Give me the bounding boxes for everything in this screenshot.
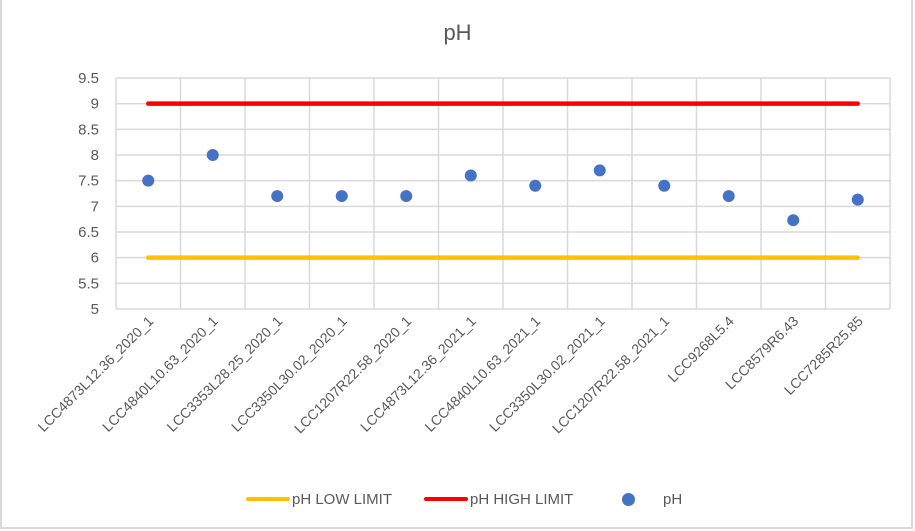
ph-data-point bbox=[142, 174, 155, 187]
legend-item-low-limit: pH LOW LIMIT bbox=[246, 488, 392, 510]
x-tick-label: LCC1207R22.58_2021_1 bbox=[549, 313, 673, 437]
ph-data-point bbox=[722, 190, 735, 203]
legend-line-icon bbox=[424, 497, 468, 501]
ph-data-point bbox=[271, 190, 284, 203]
x-tick-label: LCC3350L30.02_2021_1 bbox=[486, 313, 608, 435]
x-tick-label: LCC4840L10.63_2020_1 bbox=[99, 313, 221, 435]
x-axis-ticks: LCC4873L12.36_2020_1LCC4840L10.63_2020_1… bbox=[34, 313, 866, 437]
y-tick-label: 8.5 bbox=[78, 121, 99, 138]
x-tick-label: LCC4873L12.36_2021_1 bbox=[357, 313, 479, 435]
ph-data-point bbox=[206, 149, 219, 161]
y-tick-label: 9.5 bbox=[78, 70, 99, 87]
ph-data-point bbox=[658, 179, 671, 192]
y-tick-label: 5.5 bbox=[78, 275, 99, 292]
legend-label: pH HIGH LIMIT bbox=[470, 490, 574, 508]
x-tick-label: LCC4873L12.36_2020_1 bbox=[34, 313, 156, 435]
legend-label: pH LOW LIMIT bbox=[292, 490, 393, 508]
legend-line-icon bbox=[246, 497, 290, 501]
y-tick-label: 9 bbox=[91, 96, 99, 113]
ph-data-point bbox=[593, 164, 606, 177]
legend-item-high-limit: pH HIGH LIMIT bbox=[424, 488, 573, 510]
series-layer bbox=[142, 101, 864, 260]
ph-data-point bbox=[464, 169, 477, 182]
x-tick-label: LCC1207R22.58_2020_1 bbox=[291, 313, 415, 437]
y-axis-ticks: 5 5.5 6 6.5 7 7.5 8 8.5 9 9.5 bbox=[78, 70, 99, 318]
y-tick-label: 6 bbox=[91, 250, 99, 267]
ph-data-point bbox=[851, 193, 864, 206]
plot-area: 5 5.5 6 6.5 7 7.5 8 8.5 9 9.5 LCC4873L12.36_2020_… bbox=[34, 70, 891, 437]
y-tick-label: 7.5 bbox=[78, 173, 99, 190]
ph-data-point bbox=[529, 179, 542, 192]
ph-data-point bbox=[335, 190, 348, 203]
legend-dot-icon bbox=[622, 492, 635, 506]
x-tick-label: LCC3353L28.25_2020_1 bbox=[163, 313, 285, 435]
x-tick-label: LCC4840L10.63_2021_1 bbox=[421, 313, 543, 435]
x-tick-label: LCC3350L30.02_2020_1 bbox=[228, 313, 350, 435]
legend: pH LOW LIMIT pH HIGH LIMIT pH bbox=[0, 488, 915, 510]
y-tick-label: 6.5 bbox=[78, 224, 99, 241]
x-tick-label: LCC9268L5.4 bbox=[664, 313, 737, 386]
ph-data-point bbox=[400, 190, 413, 203]
legend-label: pH bbox=[663, 490, 683, 508]
legend-item-ph: pH bbox=[622, 488, 682, 510]
y-tick-label: 7 bbox=[91, 198, 99, 215]
ph-data-point bbox=[787, 214, 800, 227]
y-tick-label: 8 bbox=[91, 147, 99, 164]
chart-title: pH bbox=[443, 20, 472, 45]
gridlines bbox=[115, 77, 891, 310]
y-tick-label: 5 bbox=[91, 301, 99, 318]
